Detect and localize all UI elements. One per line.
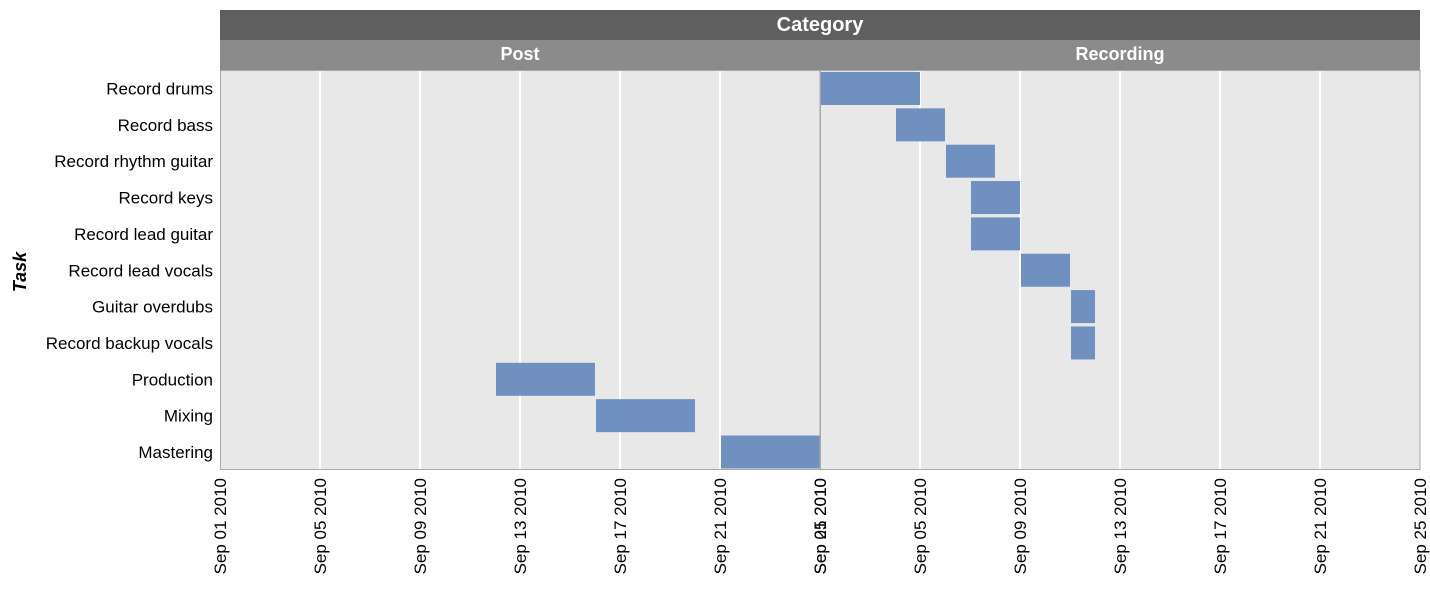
- x-tick-label: Sep 13 2010: [511, 478, 530, 574]
- panel-border-recording: [819, 70, 1421, 470]
- panel-header-post: [220, 40, 820, 70]
- x-tick-label: Sep 09 2010: [1011, 478, 1030, 574]
- panel-header-recording: [820, 40, 1420, 70]
- facet-title: Category: [777, 14, 865, 36]
- y-tick-label: Record backup vocals: [46, 334, 213, 353]
- x-tick-label: Sep 05 2010: [911, 478, 930, 574]
- bar-record-drums: [821, 72, 920, 105]
- bar-mixing: [596, 399, 695, 433]
- x-tick-label: Sep 17 2010: [1211, 478, 1230, 574]
- x-tick-label: Sep 25 2010: [1411, 478, 1430, 574]
- panel-title-recording: Recording: [1075, 44, 1164, 64]
- y-axis-label: Task: [10, 251, 30, 292]
- x-tick-label: Sep 05 2010: [311, 478, 330, 574]
- bar-mastering: [721, 435, 820, 469]
- bar-production: [496, 362, 595, 396]
- y-tick-labels: Record drums Record bass Record rhythm gui…: [46, 80, 214, 463]
- y-tick-label: Mixing: [164, 407, 213, 426]
- bar-record-lead-guitar: [971, 217, 1020, 251]
- x-tick-label: Sep 01 2010: [211, 478, 230, 574]
- y-tick-label: Guitar overdubs: [92, 298, 213, 317]
- y-tick-label: Production: [132, 370, 213, 389]
- bar-record-backup-vocals: [1071, 326, 1095, 360]
- y-tick-label: Record lead vocals: [68, 261, 213, 280]
- y-tick-label: Record drums: [106, 80, 213, 99]
- x-tick-label: Sep 25 2010: [811, 478, 830, 574]
- x-tick-label: Sep 09 2010: [411, 478, 430, 574]
- y-tick-label: Record lead guitar: [74, 225, 213, 244]
- y-tick-label: Record keys: [119, 189, 213, 208]
- bar-record-keys: [971, 181, 1020, 215]
- facet-header: [220, 10, 1420, 40]
- x-tick-labels: Sep 01 2010 Sep 05 2010 Sep 09 2010 Sep 13 …: [211, 478, 1430, 574]
- y-tick-label: Record bass: [118, 116, 213, 135]
- x-tick-label: Sep 13 2010: [1111, 478, 1130, 574]
- bar-record-bass: [896, 108, 945, 142]
- bar-record-lead-vocals: [1021, 253, 1070, 287]
- x-tick-label: Sep 21 2010: [1311, 478, 1330, 574]
- y-tick-label: Record rhythm guitar: [54, 152, 213, 171]
- bar-guitar-overdubs: [1071, 290, 1095, 324]
- bar-record-rhythm-guitar: [946, 144, 995, 178]
- x-tick-label: Sep 17 2010: [611, 478, 630, 574]
- bars: [496, 72, 1095, 469]
- panel-title-post: Post: [500, 44, 539, 64]
- x-tick-label: Sep 01 2010: [811, 478, 830, 574]
- x-tick-label: Sep 21 2010: [711, 478, 730, 574]
- y-tick-label: Mastering: [138, 443, 213, 462]
